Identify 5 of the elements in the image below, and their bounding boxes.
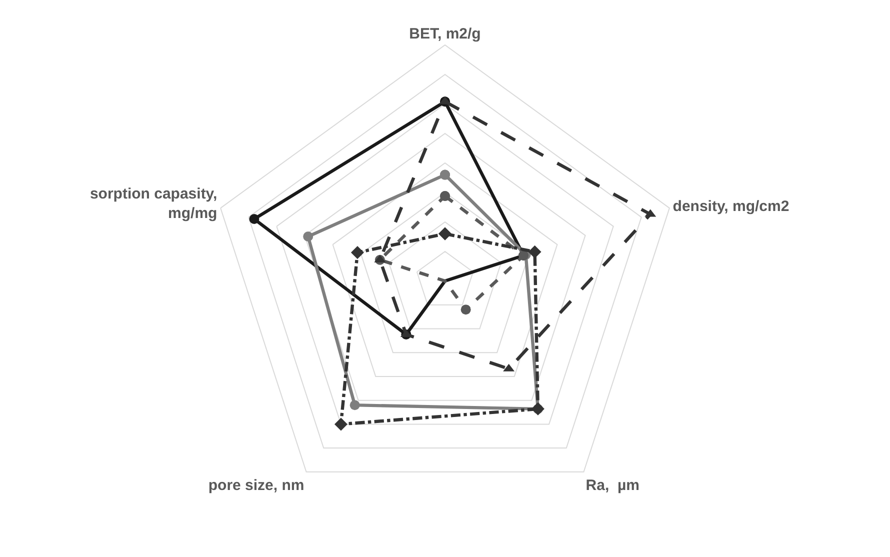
spoke-label: Ra, µm	[586, 476, 640, 494]
spoke-label: sorption capasity, mg/mg	[90, 185, 218, 222]
spoke-label: pore size, nm	[208, 476, 304, 494]
spoke-label: BET, m2/g	[409, 26, 481, 42]
spoke-label: density, mg/cm2	[672, 198, 790, 216]
